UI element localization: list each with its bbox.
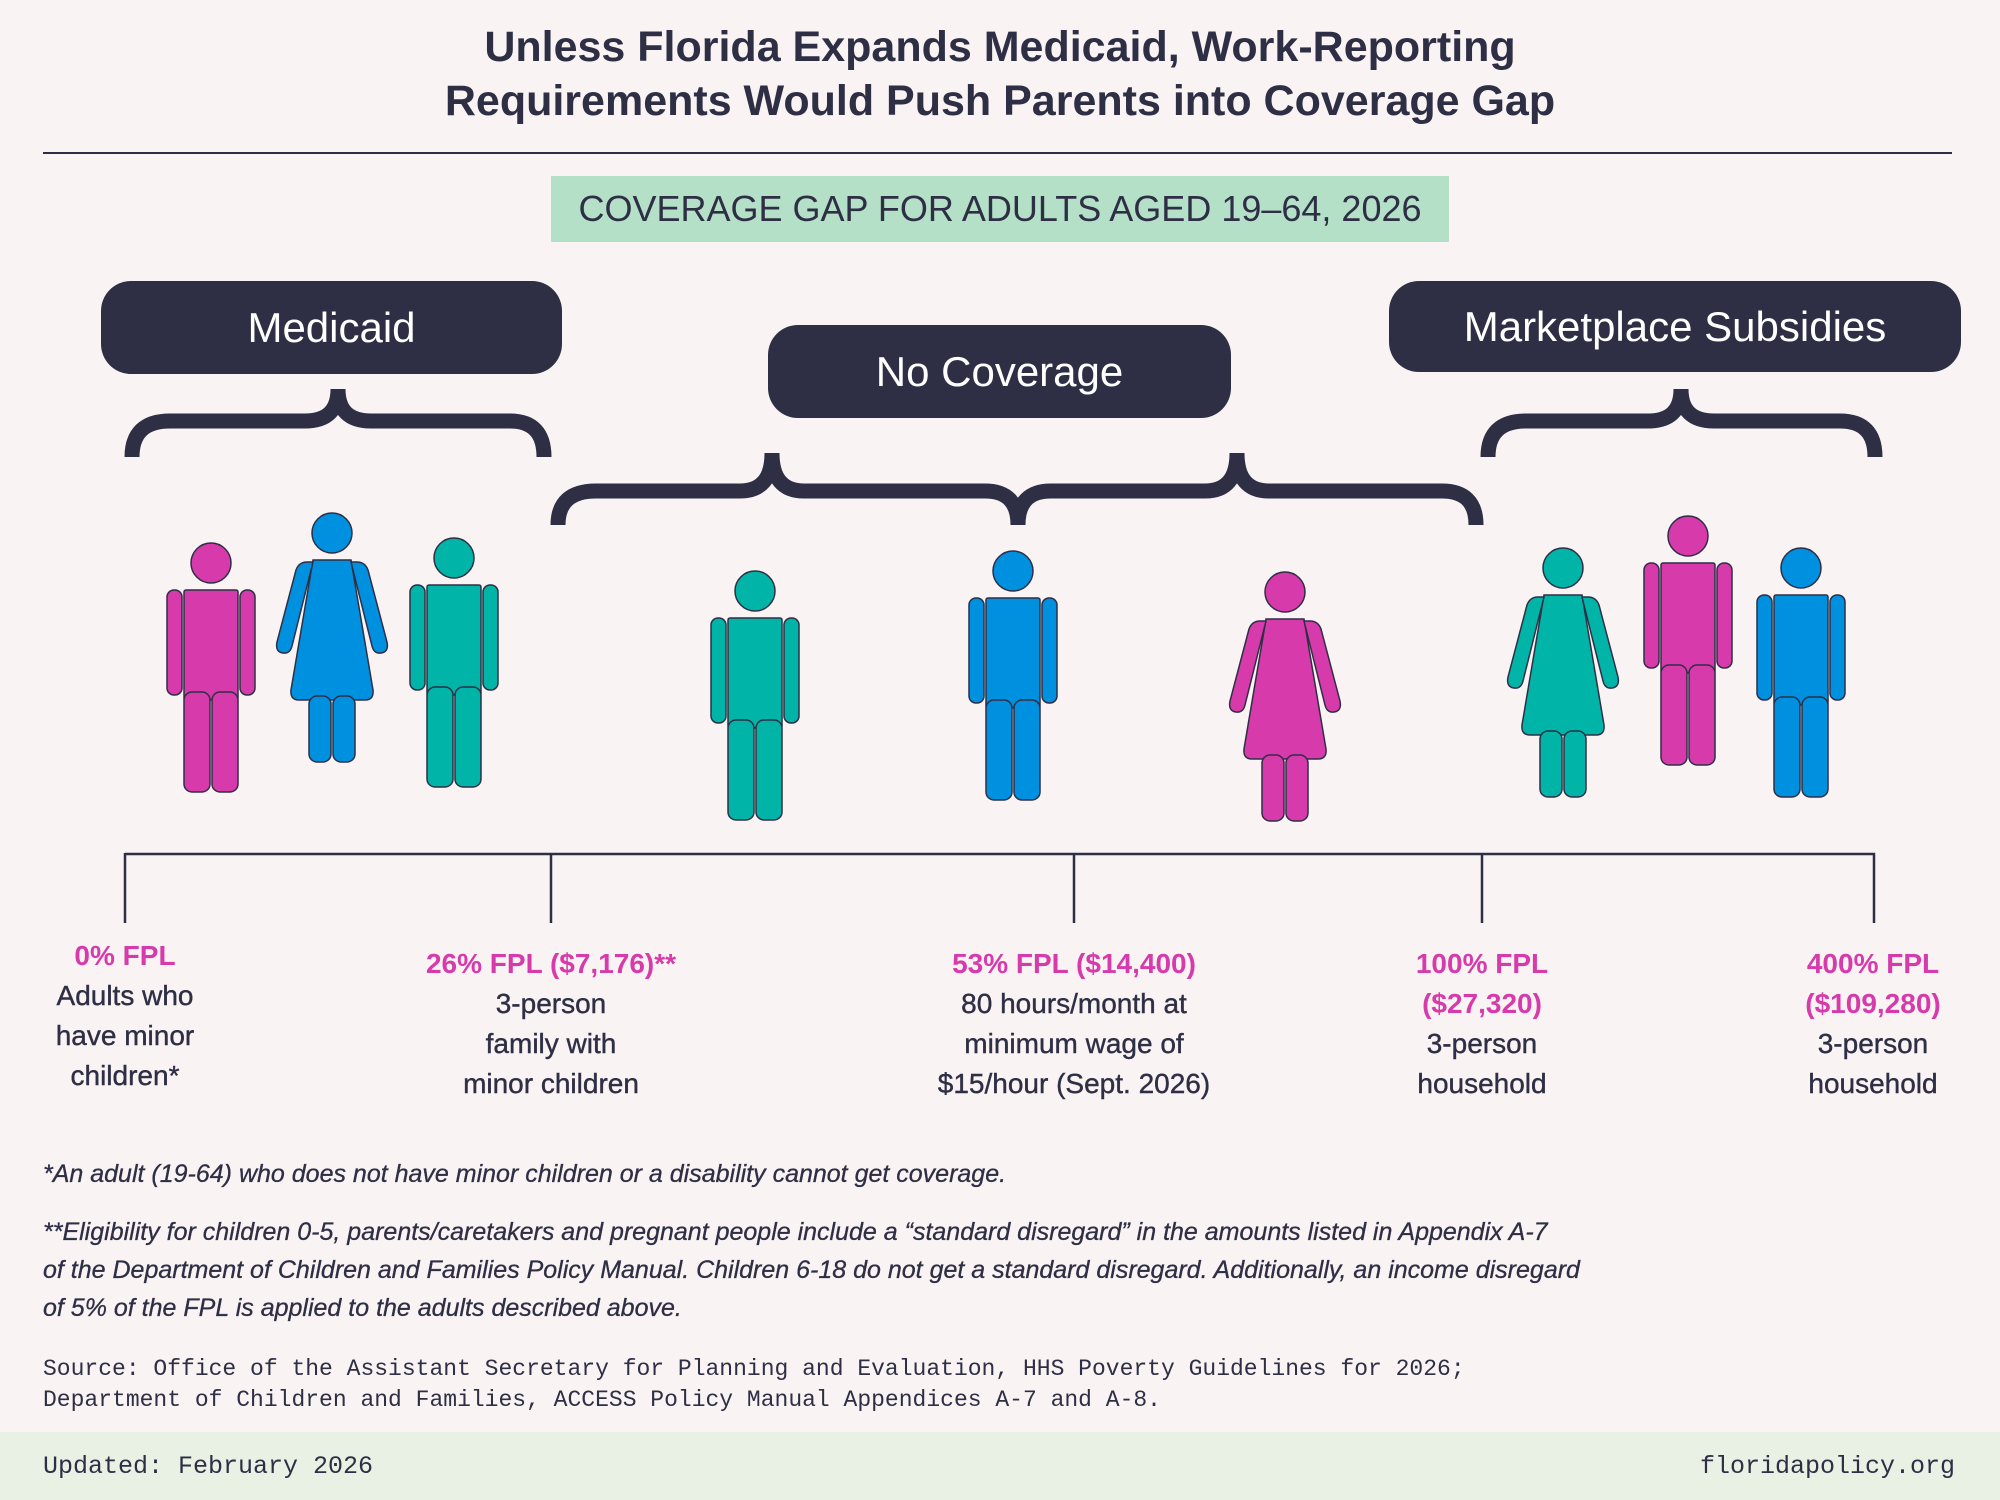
title-line-2: Requirements Would Push Parents into Cov… (444, 77, 1556, 125)
man-figure-icon (409, 537, 499, 788)
source-note: Source: Office of the Assistant Secretar… (43, 1354, 1465, 1416)
threshold-desc: minor children (463, 1068, 639, 1099)
man-figure-icon (968, 550, 1058, 801)
footnote-1: *An adult (19-64) who does not have mino… (43, 1160, 1007, 1188)
threshold-desc: $15/hour (Sept. 2026) (937, 1068, 1211, 1099)
threshold-desc: Adults who (56, 980, 194, 1011)
threshold-desc: have minor (55, 1020, 195, 1051)
threshold-amount: ($109,280) (1805, 988, 1941, 1019)
source-line: Department of Children and Families, ACC… (43, 1387, 1161, 1413)
medicaid-label: Medicaid (101, 281, 562, 374)
threshold-desc: family with (485, 1028, 617, 1059)
title-line-1: Unless Florida Expands Medicaid, Work-Re… (484, 23, 1516, 71)
threshold-desc: household (1417, 1068, 1547, 1099)
threshold-desc: household (1808, 1068, 1938, 1099)
threshold-amount: ($27,320) (1422, 988, 1542, 1019)
man-figure-icon (166, 542, 256, 793)
marketplace-label: Marketplace Subsidies (1389, 281, 1961, 372)
woman-figure-icon (275, 512, 389, 763)
threshold-53: 53% FPL ($14,400) 80 hours/month at mini… (884, 944, 1264, 1104)
threshold-400: 400% FPL ($109,280) 3-person household (1683, 944, 2000, 1104)
threshold-pct: 400% FPL (1806, 948, 1940, 979)
threshold-desc: children* (70, 1060, 180, 1091)
no-coverage-brace-right (1010, 452, 1484, 526)
site-link[interactable]: floridapolicy.org (1699, 1452, 1955, 1481)
no-coverage-label: No Coverage (768, 325, 1231, 418)
threshold-desc: 3-person (495, 988, 607, 1019)
updated-date: Updated: February 2026 (43, 1452, 374, 1481)
threshold-pct: 0% FPL (74, 940, 176, 971)
threshold-100: 100% FPL ($27,320) 3-person household (1292, 944, 1672, 1104)
threshold-desc: 80 hours/month at (961, 988, 1187, 1019)
chart-title: Unless Florida Expands Medicaid, Work-Re… (0, 20, 2000, 128)
man-figure-icon (1643, 515, 1733, 766)
title-divider (43, 152, 1952, 154)
threshold-pct: 53% FPL ($14,400) (952, 948, 1196, 979)
threshold-desc: 3-person (1817, 1028, 1929, 1059)
footer-bar: Updated: February 2026 floridapolicy.org (0, 1432, 2000, 1500)
threshold-pct: 100% FPL (1415, 948, 1549, 979)
footnote-2-line: **Eligibility for children 0-5, parents/… (43, 1218, 1548, 1246)
footnote-2: **Eligibility for children 0-5, parents/… (43, 1213, 1580, 1327)
no-coverage-brace-left (550, 452, 1026, 526)
threshold-pct: 26% FPL ($7,176)** (425, 948, 677, 979)
source-line: Source: Office of the Assistant Secretar… (43, 1356, 1465, 1382)
woman-figure-icon (1506, 547, 1620, 798)
threshold-desc: minimum wage of (964, 1028, 1184, 1059)
subtitle-banner: COVERAGE GAP FOR ADULTS AGED 19–64, 2026 (551, 176, 1449, 242)
threshold-26: 26% FPL ($7,176)** 3-person family with … (361, 944, 741, 1104)
threshold-0: 0% FPL Adults who have minor children* (0, 936, 315, 1096)
footnote-2-line: of the Department of Children and Famili… (43, 1256, 1580, 1284)
woman-figure-icon (1228, 571, 1342, 822)
footnote-2-line: of 5% of the FPL is applied to the adult… (43, 1294, 682, 1322)
medicaid-brace (124, 388, 552, 458)
man-figure-icon (1756, 547, 1846, 798)
threshold-desc: 3-person (1426, 1028, 1538, 1059)
man-figure-icon (710, 570, 800, 821)
marketplace-brace (1480, 388, 1883, 458)
